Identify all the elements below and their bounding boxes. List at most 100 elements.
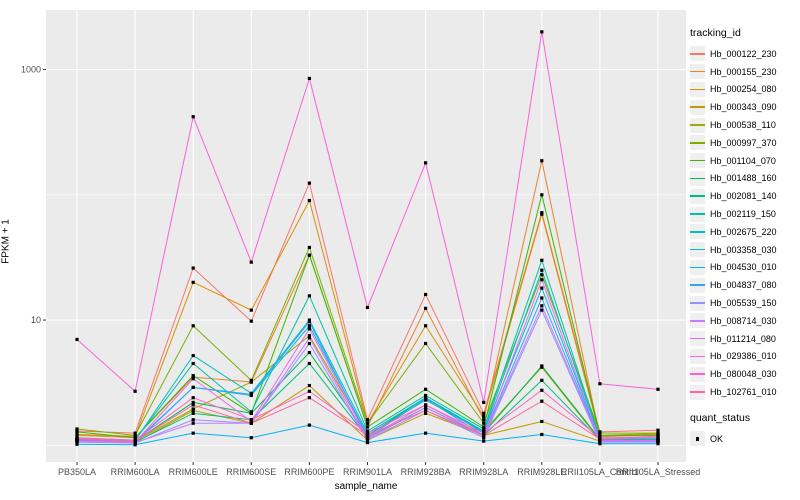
data-point (75, 437, 79, 441)
data-point (249, 436, 253, 440)
data-point (365, 429, 370, 433)
data-point (540, 273, 544, 277)
legend-entry: Hb_001104_070 (690, 152, 800, 170)
legend-entry-label: Hb_000343_090 (710, 102, 777, 113)
legend-key-line-icon (690, 277, 705, 293)
legend-entries: Hb_000122_230 Hb_000155_230 Hb_000254_080 H… (690, 45, 800, 401)
data-point (365, 431, 370, 435)
data-point (365, 441, 370, 445)
data-point (482, 421, 486, 425)
data-point (191, 266, 195, 270)
data-point (540, 159, 544, 163)
data-point (424, 403, 428, 407)
data-point (191, 421, 195, 425)
x-tick-label: RRIM600SE (226, 467, 276, 477)
legend-entry: Hb_011214_080 (690, 330, 800, 348)
data-point (540, 193, 544, 197)
legend-tracking-id: tracking_id Hb_000122_230 Hb_000155_230 Hb… (690, 27, 800, 448)
data-point (307, 361, 311, 366)
data-point (424, 341, 428, 346)
data-point (540, 212, 544, 216)
data-point (75, 337, 79, 342)
legend-entry: Hb_102761_010 (690, 383, 800, 401)
y-tick-label: 10 (31, 315, 41, 325)
data-point (598, 433, 602, 437)
data-point (307, 341, 311, 346)
legend-key-line-icon (690, 224, 705, 240)
x-tick-label: RRIM901LA (343, 467, 392, 477)
data-point (365, 305, 370, 310)
x-tick-label: RRIM600PE (284, 467, 334, 477)
x-tick-label: RRII105LA_Control (561, 467, 639, 477)
legend-entry-label: Hb_000254_080 (710, 84, 777, 95)
legend-entry-label: Hb_102761_010 (710, 387, 777, 398)
data-point (482, 431, 486, 435)
data-point (191, 361, 195, 366)
legend-key-line-icon (690, 188, 705, 204)
legend-entry-label: Hb_005539_150 (710, 298, 777, 309)
data-point (482, 400, 486, 405)
legend-entry: Hb_002081_140 (690, 187, 800, 205)
legend-entry-label: Hb_000122_230 (710, 48, 777, 59)
data-point (307, 336, 311, 340)
legend-key-line-icon (690, 170, 705, 186)
legend-entry-label: Hb_000155_230 (710, 66, 777, 77)
data-point (249, 378, 253, 382)
data-point (540, 419, 544, 424)
legend-entry-label: Hb_001104_070 (710, 155, 776, 166)
data-point (249, 380, 253, 384)
data-point (133, 433, 137, 437)
legend-key-line-icon (690, 366, 705, 382)
legend-entry: Hb_029386_010 (690, 348, 800, 366)
legend-entry: Hb_080048_030 (690, 365, 800, 383)
y-tick-label: 1000 (21, 65, 41, 75)
data-point (482, 411, 486, 415)
data-point (656, 439, 660, 443)
data-point (540, 399, 544, 403)
legend-key-line-icon (690, 81, 705, 97)
data-point (482, 433, 486, 437)
data-point (540, 388, 544, 392)
legend-entry: Hb_000122_230 (690, 45, 800, 63)
legend-entry: Hb_002119_150 (690, 205, 800, 223)
data-point (540, 364, 544, 368)
data-point (365, 418, 370, 422)
legend-entry-label: Hb_000538_110 (710, 120, 776, 131)
data-point (540, 308, 544, 312)
data-point (656, 436, 660, 440)
x-tick-label: RRIM928LA (459, 467, 508, 477)
data-point (424, 397, 428, 401)
data-point (133, 389, 137, 393)
data-point (424, 393, 428, 398)
data-point (191, 115, 195, 119)
legend-entry: Hb_002675_220 (690, 223, 800, 241)
data-point (307, 324, 311, 328)
legend-key-line-icon (690, 153, 705, 169)
legend-entry-label: Hb_008714_030 (710, 315, 777, 326)
legend-entry-label: Hb_003358_030 (710, 244, 777, 255)
legend-entry-label: Hb_004837_080 (710, 280, 777, 291)
legend-key-line-icon (690, 295, 705, 311)
data-point (482, 414, 486, 419)
data-point (540, 30, 544, 34)
data-point (307, 294, 311, 298)
legend-entry-label: Hb_029386_010 (710, 351, 777, 362)
data-point (540, 268, 544, 272)
data-point (191, 324, 195, 328)
legend-entry: Hb_008714_030 (690, 312, 800, 330)
legend-title: quant_status (690, 411, 751, 424)
data-point (656, 387, 660, 391)
data-point (133, 439, 137, 443)
legend-key-line-icon (690, 313, 705, 329)
data-point (307, 389, 311, 393)
legend-entry: Hb_003358_030 (690, 241, 800, 259)
data-point (191, 411, 195, 415)
legend-entry-label: Hb_011214_080 (710, 333, 776, 344)
data-point (365, 425, 370, 429)
data-point (191, 377, 195, 381)
data-point (75, 430, 79, 434)
data-point (191, 354, 195, 358)
data-point (307, 383, 311, 388)
legend-key-square-icon (690, 431, 705, 447)
